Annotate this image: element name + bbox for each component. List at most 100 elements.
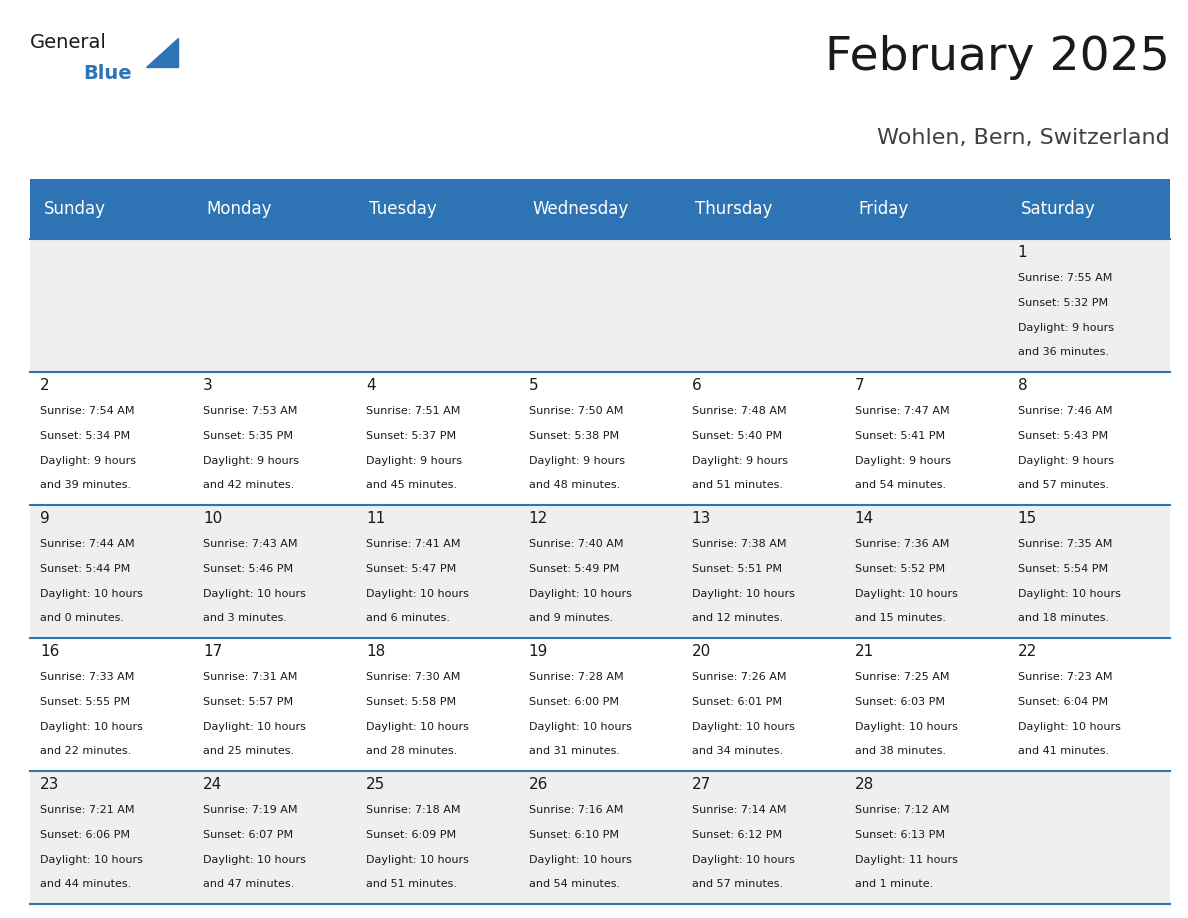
Text: Daylight: 10 hours: Daylight: 10 hours bbox=[691, 588, 795, 599]
Text: Sunset: 5:38 PM: Sunset: 5:38 PM bbox=[529, 431, 619, 441]
Text: Monday: Monday bbox=[207, 200, 272, 218]
Text: Wohlen, Bern, Switzerland: Wohlen, Bern, Switzerland bbox=[878, 128, 1170, 148]
Text: Daylight: 10 hours: Daylight: 10 hours bbox=[691, 722, 795, 732]
Text: Sunrise: 7:50 AM: Sunrise: 7:50 AM bbox=[529, 407, 624, 416]
Text: 28: 28 bbox=[854, 777, 874, 792]
Text: Tuesday: Tuesday bbox=[369, 200, 437, 218]
Text: Daylight: 10 hours: Daylight: 10 hours bbox=[529, 722, 632, 732]
Text: Daylight: 9 hours: Daylight: 9 hours bbox=[203, 455, 299, 465]
Text: Sunset: 5:47 PM: Sunset: 5:47 PM bbox=[366, 564, 456, 574]
Text: 22: 22 bbox=[1017, 644, 1037, 659]
Text: Sunset: 6:09 PM: Sunset: 6:09 PM bbox=[366, 830, 456, 840]
Text: Sunrise: 7:28 AM: Sunrise: 7:28 AM bbox=[529, 672, 624, 682]
Text: 4: 4 bbox=[366, 378, 375, 393]
Bar bbox=[30, 771, 1170, 904]
Text: Sunset: 5:44 PM: Sunset: 5:44 PM bbox=[40, 564, 131, 574]
Text: 6: 6 bbox=[691, 378, 701, 393]
Text: Sunset: 6:01 PM: Sunset: 6:01 PM bbox=[691, 697, 782, 707]
Text: 9: 9 bbox=[40, 511, 50, 526]
Text: Sunset: 6:10 PM: Sunset: 6:10 PM bbox=[529, 830, 619, 840]
Text: 12: 12 bbox=[529, 511, 548, 526]
Text: 11: 11 bbox=[366, 511, 385, 526]
Text: Sunrise: 7:18 AM: Sunrise: 7:18 AM bbox=[366, 805, 460, 815]
Text: and 28 minutes.: and 28 minutes. bbox=[366, 746, 457, 756]
Text: and 1 minute.: and 1 minute. bbox=[854, 879, 933, 890]
Text: Friday: Friday bbox=[858, 200, 909, 218]
Text: Sunset: 5:37 PM: Sunset: 5:37 PM bbox=[366, 431, 456, 441]
Text: Blue: Blue bbox=[83, 64, 132, 83]
Text: February 2025: February 2025 bbox=[826, 35, 1170, 81]
Text: Sunrise: 7:14 AM: Sunrise: 7:14 AM bbox=[691, 805, 786, 815]
Text: 25: 25 bbox=[366, 777, 385, 792]
Text: Sunset: 5:49 PM: Sunset: 5:49 PM bbox=[529, 564, 619, 574]
Text: and 36 minutes.: and 36 minutes. bbox=[1017, 347, 1108, 357]
Text: Sunrise: 7:35 AM: Sunrise: 7:35 AM bbox=[1017, 539, 1112, 549]
Text: and 31 minutes.: and 31 minutes. bbox=[529, 746, 620, 756]
Text: Daylight: 10 hours: Daylight: 10 hours bbox=[854, 588, 958, 599]
Text: Sunset: 5:34 PM: Sunset: 5:34 PM bbox=[40, 431, 131, 441]
Text: and 22 minutes.: and 22 minutes. bbox=[40, 746, 131, 756]
Text: 26: 26 bbox=[529, 777, 548, 792]
Text: and 9 minutes.: and 9 minutes. bbox=[529, 613, 613, 623]
Text: Sunset: 6:07 PM: Sunset: 6:07 PM bbox=[203, 830, 293, 840]
Text: Sunrise: 7:43 AM: Sunrise: 7:43 AM bbox=[203, 539, 297, 549]
Text: Daylight: 10 hours: Daylight: 10 hours bbox=[203, 588, 305, 599]
Text: 10: 10 bbox=[203, 511, 222, 526]
Text: Sunrise: 7:48 AM: Sunrise: 7:48 AM bbox=[691, 407, 786, 416]
Text: Sunset: 6:00 PM: Sunset: 6:00 PM bbox=[529, 697, 619, 707]
Text: Sunset: 5:46 PM: Sunset: 5:46 PM bbox=[203, 564, 293, 574]
Text: Thursday: Thursday bbox=[695, 200, 772, 218]
Text: Sunrise: 7:19 AM: Sunrise: 7:19 AM bbox=[203, 805, 297, 815]
Text: Daylight: 10 hours: Daylight: 10 hours bbox=[366, 855, 469, 865]
Text: Daylight: 9 hours: Daylight: 9 hours bbox=[691, 455, 788, 465]
Text: Sunrise: 7:31 AM: Sunrise: 7:31 AM bbox=[203, 672, 297, 682]
Text: Sunrise: 7:36 AM: Sunrise: 7:36 AM bbox=[854, 539, 949, 549]
Text: Wednesday: Wednesday bbox=[532, 200, 628, 218]
Text: 3: 3 bbox=[203, 378, 213, 393]
Text: Daylight: 10 hours: Daylight: 10 hours bbox=[366, 588, 469, 599]
Text: Sunset: 5:58 PM: Sunset: 5:58 PM bbox=[366, 697, 456, 707]
Text: Daylight: 10 hours: Daylight: 10 hours bbox=[203, 855, 305, 865]
Text: 8: 8 bbox=[1017, 378, 1028, 393]
Text: Sunset: 6:03 PM: Sunset: 6:03 PM bbox=[854, 697, 944, 707]
Text: Daylight: 10 hours: Daylight: 10 hours bbox=[854, 722, 958, 732]
Text: Sunrise: 7:41 AM: Sunrise: 7:41 AM bbox=[366, 539, 460, 549]
Text: 7: 7 bbox=[854, 378, 864, 393]
Text: Sunset: 6:12 PM: Sunset: 6:12 PM bbox=[691, 830, 782, 840]
Text: Sunset: 5:32 PM: Sunset: 5:32 PM bbox=[1017, 298, 1107, 308]
Text: 21: 21 bbox=[854, 644, 874, 659]
Text: Sunrise: 7:46 AM: Sunrise: 7:46 AM bbox=[1017, 407, 1112, 416]
Text: Daylight: 10 hours: Daylight: 10 hours bbox=[1017, 722, 1120, 732]
Text: 27: 27 bbox=[691, 777, 710, 792]
Text: Sunset: 5:40 PM: Sunset: 5:40 PM bbox=[691, 431, 782, 441]
Bar bbox=[30, 240, 1170, 372]
Text: Daylight: 10 hours: Daylight: 10 hours bbox=[691, 855, 795, 865]
Text: and 57 minutes.: and 57 minutes. bbox=[691, 879, 783, 890]
Text: Sunrise: 7:12 AM: Sunrise: 7:12 AM bbox=[854, 805, 949, 815]
Text: Sunset: 6:06 PM: Sunset: 6:06 PM bbox=[40, 830, 129, 840]
Text: Sunrise: 7:30 AM: Sunrise: 7:30 AM bbox=[366, 672, 460, 682]
Text: Sunrise: 7:44 AM: Sunrise: 7:44 AM bbox=[40, 539, 134, 549]
Polygon shape bbox=[146, 38, 178, 67]
Text: and 57 minutes.: and 57 minutes. bbox=[1017, 480, 1108, 490]
Text: Daylight: 9 hours: Daylight: 9 hours bbox=[1017, 455, 1113, 465]
Text: Sunset: 5:55 PM: Sunset: 5:55 PM bbox=[40, 697, 129, 707]
Text: General: General bbox=[30, 33, 107, 52]
Text: Sunset: 6:04 PM: Sunset: 6:04 PM bbox=[1017, 697, 1107, 707]
Text: Sunset: 5:51 PM: Sunset: 5:51 PM bbox=[691, 564, 782, 574]
Text: Sunrise: 7:26 AM: Sunrise: 7:26 AM bbox=[691, 672, 786, 682]
Text: 23: 23 bbox=[40, 777, 59, 792]
Text: 17: 17 bbox=[203, 644, 222, 659]
Text: and 48 minutes.: and 48 minutes. bbox=[529, 480, 620, 490]
Text: and 54 minutes.: and 54 minutes. bbox=[529, 879, 620, 890]
Text: Daylight: 10 hours: Daylight: 10 hours bbox=[529, 588, 632, 599]
Text: Daylight: 10 hours: Daylight: 10 hours bbox=[366, 722, 469, 732]
Text: Daylight: 11 hours: Daylight: 11 hours bbox=[854, 855, 958, 865]
Text: Daylight: 10 hours: Daylight: 10 hours bbox=[40, 588, 143, 599]
Text: and 18 minutes.: and 18 minutes. bbox=[1017, 613, 1108, 623]
Text: and 47 minutes.: and 47 minutes. bbox=[203, 879, 295, 890]
Text: 24: 24 bbox=[203, 777, 222, 792]
Text: Sunrise: 7:23 AM: Sunrise: 7:23 AM bbox=[1017, 672, 1112, 682]
Text: and 3 minutes.: and 3 minutes. bbox=[203, 613, 286, 623]
Text: Sunset: 6:13 PM: Sunset: 6:13 PM bbox=[854, 830, 944, 840]
